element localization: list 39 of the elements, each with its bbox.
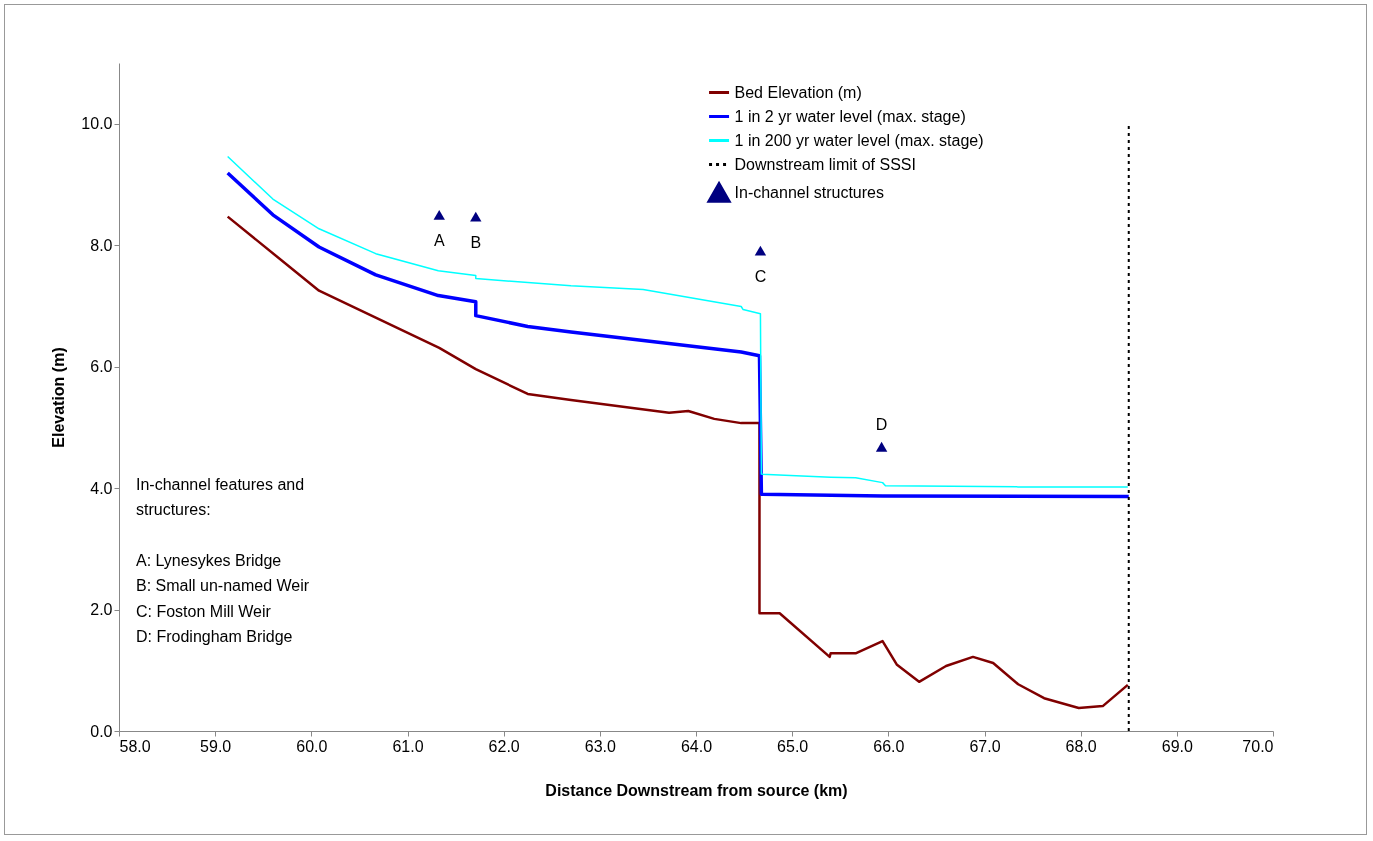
annotation: B: Small un-named Weir [136,577,310,595]
annotation: A [433,231,445,249]
y-tick-label: 8.0 [90,236,113,254]
legend-label: In-channel structures [734,183,884,201]
point [470,211,482,222]
y-tick-label: 0.0 [90,722,113,740]
x-tick-label: 69.0 [1161,737,1194,755]
point [433,209,445,220]
legend-label: Bed Elevation (m) [734,83,862,101]
x-tick-label: 64.0 [680,737,713,755]
legend-label: 1 in 2 yr water level (max. stage) [734,107,966,125]
x-tick-label: 67.0 [969,737,1001,755]
annotation: In-channel features and structures: [136,476,305,518]
annotation: C: Foston Mill Weir [136,602,272,620]
y-tick-label: 4.0 [90,479,113,497]
x-tick-label: 68.0 [1065,737,1097,755]
annotation: A: Lynesykes Bridge [136,552,282,569]
x-tick-label: 70.0 [1242,737,1274,755]
y-axis-title: Elevation (m) [50,347,68,448]
x-tick-label: 61.0 [392,737,424,755]
annotation: C [754,267,767,285]
y-tick-label: 2.0 [90,601,113,619]
point [875,441,888,452]
y-tick-label: 6.0 [90,358,113,376]
x-tick-label: 59.0 [200,737,232,755]
x-tick-label: 66.0 [873,737,905,755]
x-tick-label: 58.0 [119,737,151,755]
x-axis-title: Distance Downstream from source (km) [545,781,848,799]
x-tick-label: 63.0 [584,737,617,755]
x-tick-label: 65.0 [777,737,809,755]
legend-label: Downstream limit of SSSI [734,155,916,173]
annotation: D [875,415,888,433]
y-tick-label: 10.0 [81,115,113,133]
annotation: D: Frodingham Bridge [136,627,293,645]
x-tick-label: 60.0 [296,737,328,755]
point [754,245,767,256]
legend-label: 1 in 200 yr water level (max. stage) [734,131,984,149]
x-tick-label: 62.0 [488,737,520,755]
annotation: B [470,233,482,251]
